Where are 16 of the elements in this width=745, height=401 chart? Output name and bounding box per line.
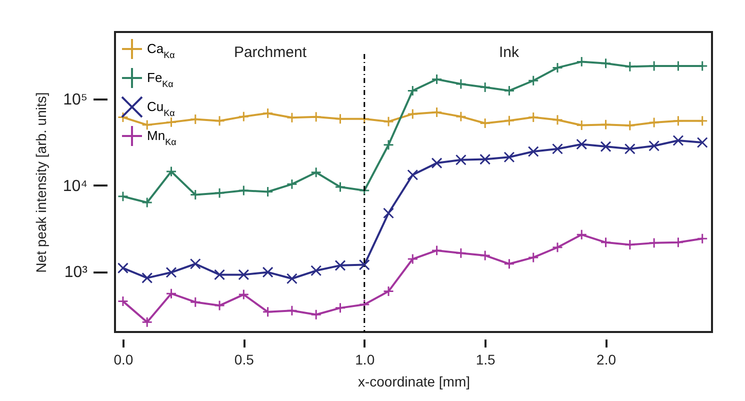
x-tick-label: 1.5: [476, 352, 496, 368]
x-tick-label: 2.0: [596, 352, 616, 368]
legend-label: Fe$_{Kα}$: [147, 70, 174, 89]
x-axis-title: x-coordinate [mm]: [358, 374, 470, 390]
y-tick-label: 10⁵: [63, 91, 88, 108]
legend-label: Mn$_{Kα}$: [147, 128, 176, 147]
y-axis-title: Net peak intensity [arb. units]: [32, 92, 49, 273]
y-tick-label: 10⁴: [62, 178, 88, 195]
annotation: Ink: [499, 44, 520, 61]
annotation: Parchment: [234, 44, 308, 61]
x-tick-label: 0.5: [234, 352, 254, 368]
legend-label: Ca$_{Kα}$: [147, 41, 175, 60]
legend-label: Cu$_{Kα}$: [147, 99, 175, 118]
y-tick-label: 10³: [64, 264, 88, 282]
x-tick-label: 0.0: [114, 352, 134, 368]
x-tick-label: 1.0: [355, 352, 375, 368]
